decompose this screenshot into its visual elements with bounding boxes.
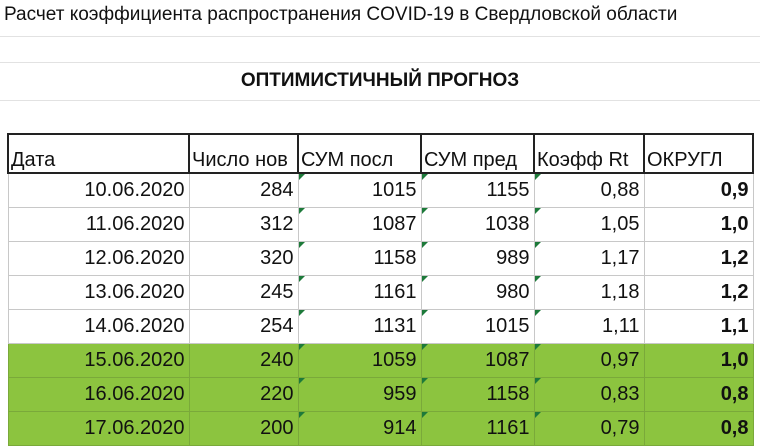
table-cell: 13.06.2020 [7, 275, 190, 310]
table-cell: 15.06.2020 [7, 343, 190, 378]
table-row: 14.06.2020 254 1131 1015 1,11 1,1 [7, 309, 754, 344]
table-cell: 1,0 [643, 207, 754, 242]
table-cell: 1,0 [643, 343, 754, 378]
table-cell: 1,18 [533, 275, 645, 310]
sheet-subtitle: ОПТИМИСТИЧНЫЙ ПРОГНОЗ [240, 70, 520, 91]
table-cell: 1,11 [533, 309, 645, 344]
table-cell: 0,83 [533, 377, 645, 412]
table-cell: 989 [420, 241, 535, 276]
table-cell: 14.06.2020 [7, 309, 190, 344]
table-cell: 284 [188, 172, 299, 208]
table-cell: 1059 [297, 343, 422, 378]
header-cell: СУМ посл [297, 133, 422, 174]
table-cell: 1015 [297, 172, 422, 208]
header-cell: СУМ пред [420, 133, 535, 174]
table-cell: 11.06.2020 [7, 207, 190, 242]
table-cell: 1,2 [643, 241, 754, 276]
table-row: 16.06.2020 220 959 1158 0,83 0,8 [7, 377, 754, 412]
table-cell: 254 [188, 309, 299, 344]
header-cell: ОКРУГЛ [643, 133, 754, 174]
table-row: 10.06.2020 284 1015 1155 0,88 0,9 [7, 172, 754, 208]
table-cell: 17.06.2020 [7, 411, 190, 446]
table-cell: 914 [297, 411, 422, 446]
table-cell: 200 [188, 411, 299, 446]
grid-line [0, 62, 760, 63]
table-cell: 1131 [297, 309, 422, 344]
table-cell: 312 [188, 207, 299, 242]
table-cell: 1,17 [533, 241, 645, 276]
table-cell: 16.06.2020 [7, 377, 190, 412]
grid-line [0, 100, 760, 101]
table-cell: 1,1 [643, 309, 754, 344]
table-cell: 12.06.2020 [7, 241, 190, 276]
header-row: Дата Число нов СУМ посл СУМ пред Коэфф Rt ОКР… [7, 133, 754, 174]
table-cell: 320 [188, 241, 299, 276]
table-cell: 220 [188, 377, 299, 412]
table-cell: 1038 [420, 207, 535, 242]
table-header: Дата Число нов СУМ посл СУМ пред Коэфф Rt ОКР… [7, 133, 754, 174]
header-cell: Число нов [188, 133, 299, 174]
grid-line [0, 36, 760, 37]
table-cell: 1155 [420, 172, 535, 208]
table-cell: 245 [188, 275, 299, 310]
table-cell: 1158 [297, 241, 422, 276]
table-cell: 0,9 [643, 172, 754, 208]
sheet-title: Расчет коэффициента распространения COVI… [4, 4, 678, 25]
table-cell: 0,8 [643, 411, 754, 446]
table-row: 11.06.2020 312 1087 1038 1,05 1,0 [7, 207, 754, 242]
table-row: 13.06.2020 245 1161 980 1,18 1,2 [7, 275, 754, 310]
table-row: 12.06.2020 320 1158 989 1,17 1,2 [7, 241, 754, 276]
table-cell: 1161 [297, 275, 422, 310]
table-cell: 1087 [297, 207, 422, 242]
table-cell: 980 [420, 275, 535, 310]
table-body: 10.06.2020 284 1015 1155 0,88 0,9 11.06.2020 31… [7, 172, 754, 446]
table-row: 15.06.2020 240 1059 1087 0,97 1,0 [7, 343, 754, 378]
table-cell: 0,79 [533, 411, 645, 446]
table-cell: 10.06.2020 [7, 172, 190, 208]
table-cell: 240 [188, 343, 299, 378]
table-cell: 0,88 [533, 172, 645, 208]
header-cell: Дата [7, 133, 190, 174]
table-cell: 0,8 [643, 377, 754, 412]
header-cell: Коэфф Rt [533, 133, 645, 174]
table-cell: 1,05 [533, 207, 645, 242]
data-table: Дата Число нов СУМ посл СУМ пред Коэфф Rt ОКР… [7, 133, 754, 446]
table-cell: 1087 [420, 343, 535, 378]
table-cell: 1015 [420, 309, 535, 344]
table-row: 17.06.2020 200 914 1161 0,79 0,8 [7, 411, 754, 446]
table-cell: 1,2 [643, 275, 754, 310]
table-cell: 1158 [420, 377, 535, 412]
table-cell: 1161 [420, 411, 535, 446]
table-cell: 959 [297, 377, 422, 412]
table-cell: 0,97 [533, 343, 645, 378]
